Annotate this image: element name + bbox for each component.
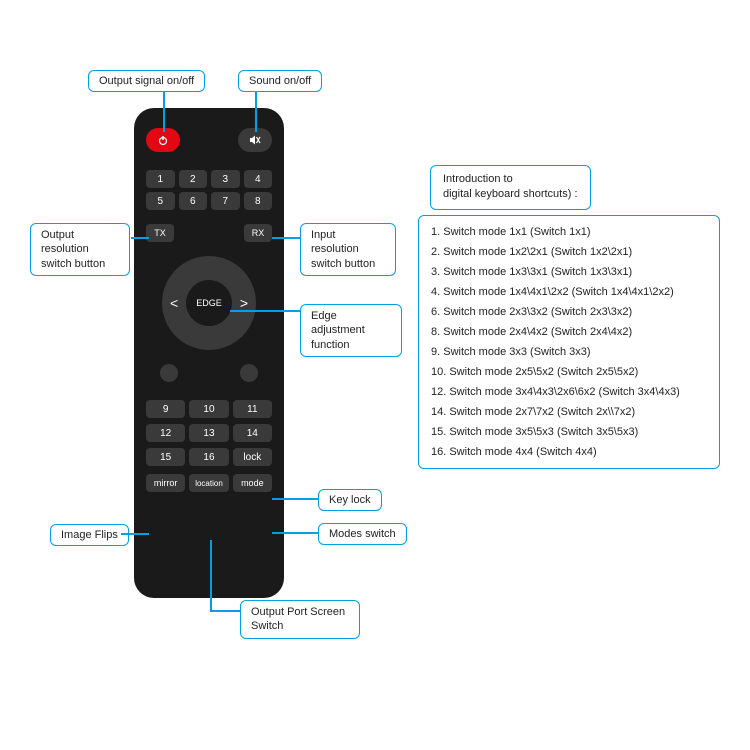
callout-output-signal: Output signal on/off [88,70,205,92]
callout-line [272,532,318,534]
shortcuts-title-l1: Introduction to [443,172,578,187]
num-12[interactable]: 12 [146,424,185,442]
num-5[interactable]: 5 [146,192,175,210]
num-6[interactable]: 6 [179,192,208,210]
shortcut-item: 15. Switch mode 3x5\5x3 (Switch 3x5\5x3) [431,426,707,438]
callout-edge-adj: Edge adjustment function [300,304,402,357]
shortcut-item: 9. Switch mode 3x3 (Switch 3x3) [431,346,707,358]
num-10[interactable]: 10 [189,400,228,418]
edge-center-button[interactable]: EDGE [186,280,232,326]
mirror-button[interactable]: mirror [146,474,185,492]
rx-button[interactable]: RX [244,224,272,242]
shortcut-item: 3. Switch mode 1x3\3x1 (Switch 1x3\3x1) [431,266,707,278]
location-button[interactable]: location [189,474,228,492]
callout-key-lock: Key lock [318,489,382,511]
num-2[interactable]: 2 [179,170,208,188]
callout-image-flips: Image Flips [50,524,129,546]
shortcut-item: 6. Switch mode 2x3\3x2 (Switch 2x3\3x2) [431,306,707,318]
shortcuts-box: 1. Switch mode 1x1 (Switch 1x1) 2. Switc… [418,215,720,469]
mute-icon [248,134,262,146]
edge-left-arrow[interactable]: < [170,295,178,311]
top-row [146,128,272,152]
shortcut-item: 16. Switch mode 4x4 (Switch 4x4) [431,446,707,458]
shortcut-item: 12. Switch mode 3x4\4x3\2x6\6x2 (Switch … [431,386,707,398]
dots-row [146,364,272,382]
callout-sound: Sound on/off [238,70,322,92]
power-icon [157,134,169,146]
shortcut-item: 8. Switch mode 2x4\4x2 (Switch 2x4\4x2) [431,326,707,338]
func-row: mirror location mode [146,474,272,492]
callout-output-port: Output Port Screen Switch [240,600,360,639]
shortcut-item: 2. Switch mode 1x2\2x1 (Switch 1x2\2x1) [431,246,707,258]
num-9[interactable]: 9 [146,400,185,418]
numpad-bot: 15 16 lock [146,448,272,466]
num-8[interactable]: 8 [244,192,273,210]
shortcuts-title: Introduction to digital keyboard shortcu… [430,165,591,210]
shortcut-item: 1. Switch mode 1x1 (Switch 1x1) [431,226,707,238]
num-7[interactable]: 7 [211,192,240,210]
numpad-mid2: 12 13 14 [146,424,272,442]
shortcuts-title-l2: digital keyboard shortcuts) : [443,187,578,202]
callout-line [210,610,240,612]
num-3[interactable]: 3 [211,170,240,188]
callout-line [272,498,318,500]
callout-line [255,92,257,132]
callout-line [210,540,212,610]
num-4[interactable]: 4 [244,170,273,188]
remote-body: 1 2 3 4 5 6 7 8 TX RX < EDGE > 9 10 11 1… [134,108,284,598]
txrx-row: TX RX [146,224,272,242]
callout-line [272,237,300,239]
dot-right[interactable] [240,364,258,382]
callout-line [230,310,300,312]
numpad-top: 1 2 3 4 5 6 7 8 [146,170,272,210]
shortcut-item: 14. Switch mode 2x7\7x2 (Switch 2x\\7x2) [431,406,707,418]
num-11[interactable]: 11 [233,400,272,418]
callout-line [121,533,149,535]
callout-line [163,92,165,132]
callout-modes-switch: Modes switch [318,523,407,545]
callout-line [131,237,149,239]
num-13[interactable]: 13 [189,424,228,442]
edge-right-arrow[interactable]: > [240,295,248,311]
edge-wheel[interactable]: < EDGE > [162,256,256,350]
num-16[interactable]: 16 [189,448,228,466]
num-15[interactable]: 15 [146,448,185,466]
tx-button[interactable]: TX [146,224,174,242]
mode-button[interactable]: mode [233,474,272,492]
shortcut-item: 4. Switch mode 1x4\4x1\2x2 (Switch 1x4\4… [431,286,707,298]
lock-button[interactable]: lock [233,448,272,466]
num-14[interactable]: 14 [233,424,272,442]
dot-left[interactable] [160,364,178,382]
numpad-mid1: 9 10 11 [146,400,272,418]
num-1[interactable]: 1 [146,170,175,188]
shortcut-item: 10. Switch mode 2x5\5x2 (Switch 2x5\5x2) [431,366,707,378]
callout-input-res: Input resolution switch button [300,223,396,276]
callout-output-res: Output resolution switch button [30,223,130,276]
